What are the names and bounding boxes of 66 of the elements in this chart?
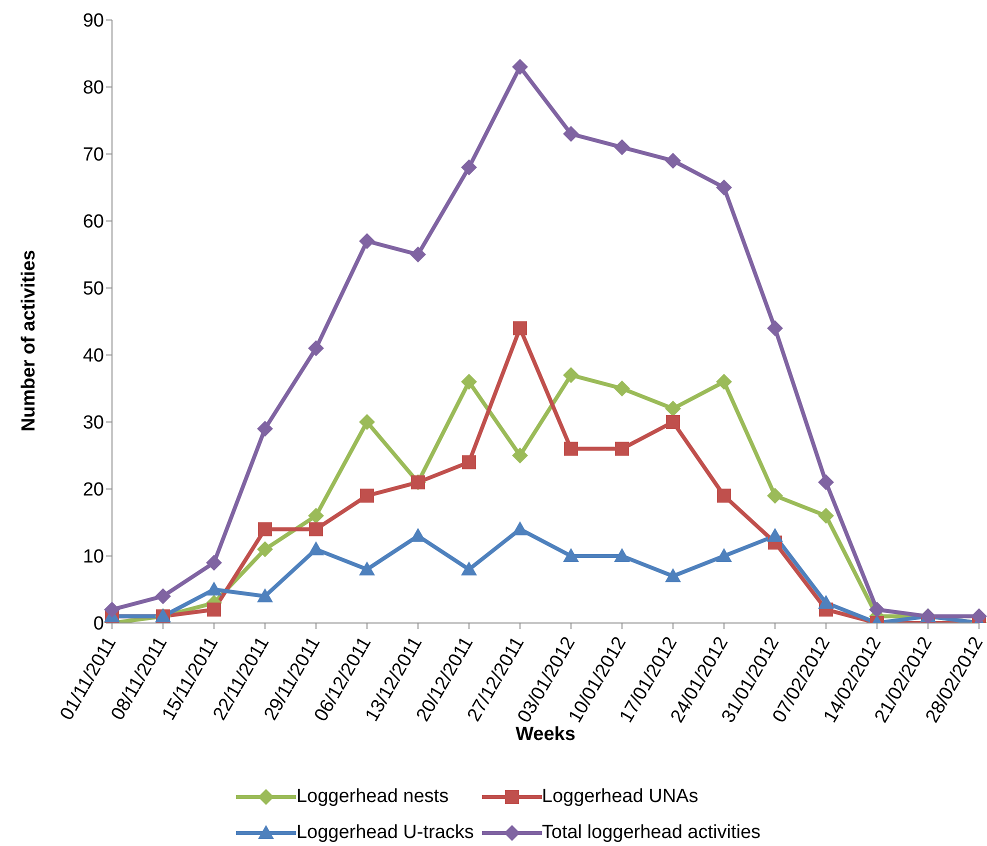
point bbox=[308, 508, 324, 524]
point bbox=[410, 246, 426, 262]
point bbox=[717, 488, 731, 503]
point bbox=[665, 568, 681, 582]
y-tick-label: 10 bbox=[82, 546, 104, 568]
point bbox=[665, 152, 681, 169]
point bbox=[818, 474, 834, 490]
point bbox=[206, 582, 222, 596]
point bbox=[206, 554, 222, 571]
point bbox=[207, 602, 221, 617]
point bbox=[563, 367, 579, 384]
point bbox=[359, 561, 375, 576]
point bbox=[461, 561, 477, 576]
legend-label: Total loggerhead activities bbox=[542, 822, 761, 844]
point bbox=[462, 455, 476, 470]
point bbox=[309, 522, 323, 536]
point bbox=[614, 380, 630, 396]
point bbox=[716, 374, 732, 390]
point bbox=[308, 340, 324, 356]
point bbox=[104, 602, 120, 618]
point bbox=[258, 522, 272, 536]
y-tick-label: 50 bbox=[82, 278, 104, 300]
point bbox=[563, 126, 579, 142]
point bbox=[461, 159, 477, 176]
y-tick-label: 30 bbox=[82, 412, 104, 434]
point bbox=[665, 400, 681, 417]
point bbox=[257, 420, 273, 437]
y-axis-title: Number of activities bbox=[18, 250, 40, 432]
point bbox=[971, 608, 987, 623]
point bbox=[512, 58, 528, 75]
point bbox=[869, 602, 885, 618]
point bbox=[716, 548, 732, 562]
point bbox=[666, 415, 680, 429]
y-tick-label: 20 bbox=[82, 480, 104, 501]
point bbox=[360, 488, 374, 503]
point bbox=[767, 320, 783, 336]
y-tick-label: 70 bbox=[82, 144, 104, 166]
y-tick-label: 40 bbox=[82, 346, 104, 367]
legend-label: Loggerhead UNAs bbox=[542, 786, 698, 808]
point bbox=[308, 541, 324, 556]
legend-label: Loggerhead U-tracks bbox=[296, 822, 474, 844]
y-tick-label: 60 bbox=[82, 212, 104, 233]
point bbox=[767, 528, 783, 542]
point bbox=[615, 442, 629, 456]
point bbox=[512, 521, 528, 536]
y-tick-label: 0 bbox=[93, 614, 104, 635]
point bbox=[359, 414, 375, 430]
legend-label: Loggerhead nests bbox=[296, 786, 449, 808]
point bbox=[818, 594, 834, 609]
point bbox=[461, 374, 477, 390]
point bbox=[512, 448, 528, 464]
point bbox=[564, 442, 578, 456]
point bbox=[818, 508, 834, 524]
point bbox=[513, 321, 527, 336]
point bbox=[257, 588, 273, 602]
point bbox=[359, 233, 375, 250]
point bbox=[563, 548, 579, 562]
point bbox=[155, 588, 171, 604]
point bbox=[716, 180, 732, 196]
point bbox=[614, 548, 630, 562]
y-tick-label: 80 bbox=[82, 78, 104, 99]
point bbox=[614, 139, 630, 156]
x-axis-title: Weeks bbox=[516, 724, 576, 745]
point bbox=[767, 488, 783, 504]
point bbox=[257, 541, 273, 558]
y-tick-label: 90 bbox=[82, 10, 104, 32]
